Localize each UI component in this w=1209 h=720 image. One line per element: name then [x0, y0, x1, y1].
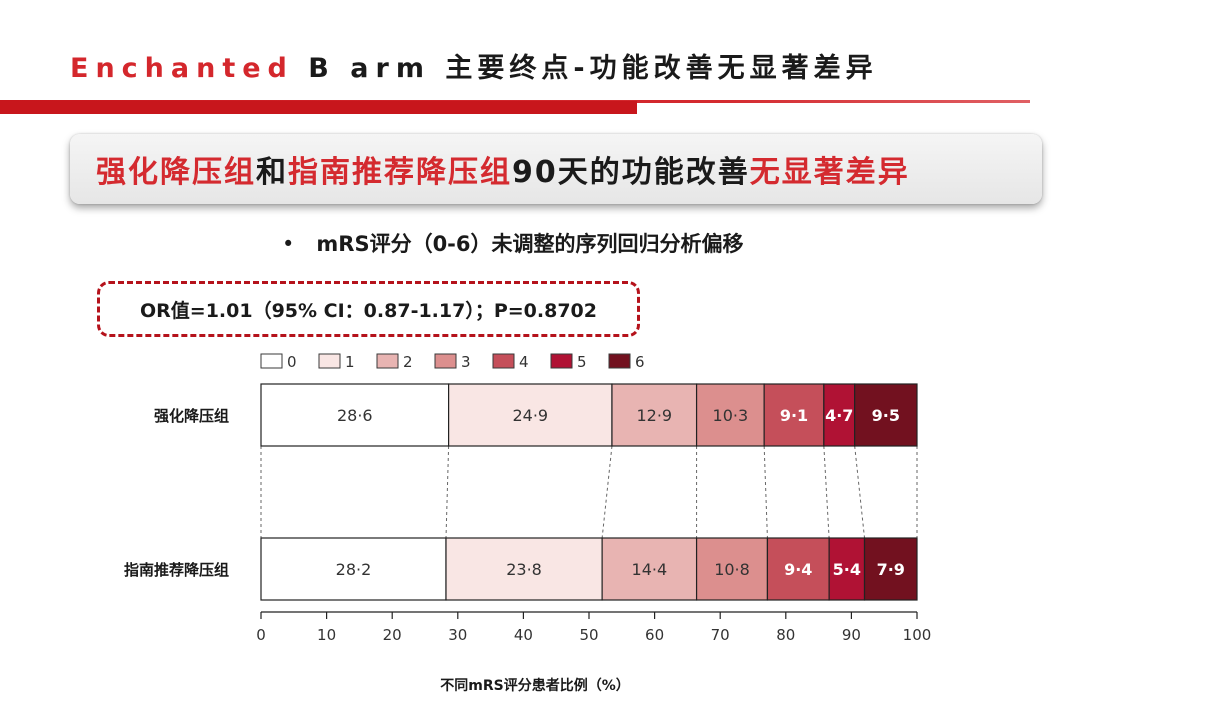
data-label-r0-5: 4·7	[825, 406, 853, 425]
banner-segment-4: 无显著差异	[749, 155, 910, 190]
x-tick-label-80: 80	[776, 626, 795, 644]
connector-line-1	[445, 445, 450, 539]
legend-swatch-1	[318, 353, 341, 369]
data-label-r1-2: 14·4	[632, 560, 668, 579]
data-label-r1-5: 5·4	[833, 560, 861, 579]
data-label-r1-4: 9·4	[784, 560, 812, 579]
x-tick-label-40: 40	[514, 626, 533, 644]
x-tick-label-50: 50	[579, 626, 598, 644]
x-tick-label-30: 30	[448, 626, 467, 644]
bar-segment-r0-3	[695, 383, 765, 447]
bar-segment-r1-4	[766, 537, 830, 601]
data-label-r0-0: 28·6	[337, 406, 373, 425]
legend-swatch-4	[492, 353, 515, 369]
x-tick-label-20: 20	[383, 626, 402, 644]
title-rule-thick	[0, 101, 637, 114]
bar-segment-r1-5	[828, 537, 866, 601]
bullet-dot: •	[282, 232, 295, 256]
legend-label-1: 1	[345, 353, 355, 371]
data-label-r0-4: 9·1	[780, 406, 808, 425]
slide-title: Enchanted B arm 主要终点-功能改善无显著差异	[70, 46, 878, 85]
bar-segment-r0-6	[854, 383, 918, 447]
or-result-box: OR值=1.01（95% CI：0.87-1.17）；P=0.8702	[97, 281, 640, 337]
bar-segment-r1-1	[445, 537, 603, 601]
banner-segment-1: 和	[256, 155, 288, 190]
data-label-r1-1: 23·8	[506, 560, 542, 579]
data-label-r0-1: 24·9	[512, 406, 548, 425]
data-label-r0-2: 12·9	[636, 406, 672, 425]
connector-line-2	[601, 445, 613, 539]
legend-swatch-0	[260, 353, 283, 369]
legend-swatch-3	[434, 353, 457, 369]
x-tick-label-60: 60	[645, 626, 664, 644]
connector-line-4	[763, 445, 768, 539]
title-arm: arm	[350, 53, 431, 84]
legend-label-5: 5	[577, 353, 587, 371]
legend-label-2: 2	[403, 353, 413, 371]
title-enchanted: Enchanted	[70, 53, 294, 84]
legend-swatch-5	[550, 353, 573, 369]
x-axis-label: 不同mRS评分患者比例（%）	[440, 677, 629, 694]
banner: 强化降压组和指南推荐降压组90天的功能改善无显著差异	[70, 134, 1042, 204]
bar-segment-r1-0	[260, 537, 447, 601]
data-label-r0-6: 9·5	[872, 406, 900, 425]
data-label-r1-3: 10·8	[714, 560, 750, 579]
bar-segment-r1-2	[601, 537, 698, 601]
bullet-text: mRS评分（0-6）未调整的序列回归分析偏移	[316, 232, 744, 256]
data-label-r1-0: 28·2	[336, 560, 372, 579]
bullet-line: • mRS评分（0-6）未调整的序列回归分析偏移	[282, 228, 744, 258]
banner-segment-2: 指南推荐降压组	[288, 155, 512, 190]
banner-segment-0: 强化降压组	[96, 155, 256, 190]
x-tick-label-90: 90	[842, 626, 861, 644]
title-rest: 主要终点-功能改善无显著差异	[445, 53, 878, 84]
x-tick-label-70: 70	[711, 626, 730, 644]
x-tick-label-10: 10	[317, 626, 336, 644]
bar-segment-r0-4	[763, 383, 825, 447]
bar-segment-r0-5	[823, 383, 856, 447]
banner-segment-3: 90天的功能改善	[512, 155, 750, 190]
connector-line-5	[823, 445, 830, 539]
connector-line-6	[854, 445, 866, 539]
title-b: B	[308, 53, 336, 84]
bar-segment-r0-0	[260, 383, 450, 447]
bar-segment-r0-1	[448, 383, 613, 447]
row-label-0: 强化降压组	[154, 407, 229, 425]
or-result-text: OR值=1.01（95% CI：0.87-1.17）；P=0.8702	[140, 299, 597, 322]
legend-label-0: 0	[287, 353, 297, 371]
legend-label-3: 3	[461, 353, 471, 371]
bar-segment-r1-6	[863, 537, 918, 601]
banner-text: 强化降压组和指南推荐降压组90天的功能改善无显著差异	[70, 147, 910, 191]
legend-swatch-2	[376, 353, 399, 369]
legend-label-4: 4	[519, 353, 529, 371]
data-label-r1-6: 7·9	[877, 560, 905, 579]
x-tick-label-100: 100	[903, 626, 932, 644]
bar-segment-r1-3	[695, 537, 769, 601]
legend-swatch-6	[608, 353, 631, 369]
row-label-1: 指南推荐降压组	[124, 561, 229, 579]
data-label-r0-3: 10·3	[713, 406, 749, 425]
legend-label-6: 6	[635, 353, 645, 371]
x-tick-label-0: 0	[256, 626, 266, 644]
